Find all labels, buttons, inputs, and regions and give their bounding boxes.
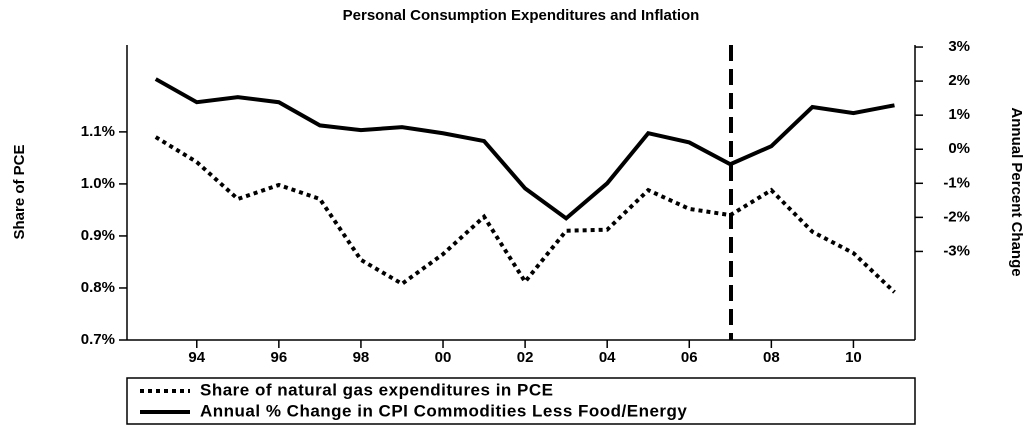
chart-title: Personal Consumption Expenditures and In… <box>343 7 700 24</box>
y-tick-label: 1.0% <box>81 175 115 192</box>
y2-tick-label: 0% <box>948 140 970 157</box>
y2-tick-label: -2% <box>943 208 970 225</box>
x-tick-label: 00 <box>435 349 452 366</box>
y-tick-label: 0.7% <box>81 331 115 348</box>
series-line <box>154 135 896 294</box>
x-tick-label: 04 <box>599 349 616 366</box>
y-tick-label: 0.9% <box>81 227 115 244</box>
y2-tick-label: 3% <box>948 38 970 55</box>
x-tick-label: 08 <box>763 349 780 366</box>
x-tick-label: 94 <box>188 349 205 366</box>
legend-box <box>126 377 916 425</box>
x-tick-label: 02 <box>517 349 534 366</box>
legend-label: Share of natural gas expenditures in PCE <box>200 380 553 399</box>
series-line <box>154 77 895 221</box>
y2-axis-label: Annual Percent Change <box>1008 107 1025 276</box>
x-tick-label: 06 <box>681 349 698 366</box>
plot-area <box>127 45 915 340</box>
y-tick-label: 1.1% <box>81 123 115 140</box>
y2-tick-label: -3% <box>943 242 970 259</box>
y2-tick-label: -1% <box>943 174 970 191</box>
legend-label: Annual % Change in CPI Commodities Less … <box>200 401 687 420</box>
x-tick-label: 10 <box>845 349 862 366</box>
x-tick-label: 98 <box>353 349 370 366</box>
y-tick-label: 0.8% <box>81 279 115 296</box>
y-axis-label: Share of PCE <box>11 144 28 239</box>
x-tick-label: 96 <box>271 349 288 366</box>
y2-tick-label: 2% <box>948 72 970 89</box>
y2-tick-label: 1% <box>948 106 970 123</box>
